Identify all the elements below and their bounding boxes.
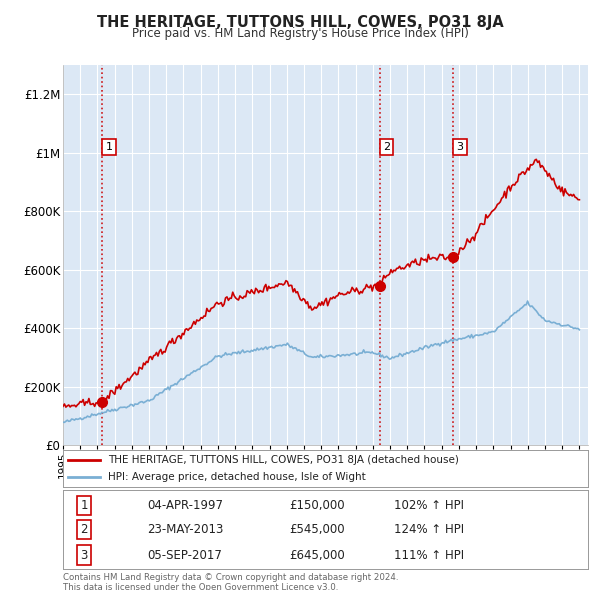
Text: Price paid vs. HM Land Registry's House Price Index (HPI): Price paid vs. HM Land Registry's House …	[131, 27, 469, 40]
Text: THE HERITAGE, TUTTONS HILL, COWES, PO31 8JA: THE HERITAGE, TUTTONS HILL, COWES, PO31 …	[97, 15, 503, 30]
Text: £545,000: £545,000	[289, 523, 344, 536]
Text: 05-SEP-2017: 05-SEP-2017	[147, 549, 222, 562]
Text: Contains HM Land Registry data © Crown copyright and database right 2024.: Contains HM Land Registry data © Crown c…	[63, 573, 398, 582]
Text: 3: 3	[80, 549, 88, 562]
Text: 102% ↑ HPI: 102% ↑ HPI	[394, 499, 464, 512]
Text: 2: 2	[80, 523, 88, 536]
Text: £645,000: £645,000	[289, 549, 344, 562]
Text: 111% ↑ HPI: 111% ↑ HPI	[394, 549, 464, 562]
Text: 2: 2	[383, 142, 390, 152]
Text: 3: 3	[457, 142, 464, 152]
Text: 1: 1	[80, 499, 88, 512]
Text: THE HERITAGE, TUTTONS HILL, COWES, PO31 8JA (detached house): THE HERITAGE, TUTTONS HILL, COWES, PO31 …	[107, 455, 458, 465]
Text: 04-APR-1997: 04-APR-1997	[147, 499, 223, 512]
Text: 1: 1	[106, 142, 113, 152]
Text: 124% ↑ HPI: 124% ↑ HPI	[394, 523, 464, 536]
Text: £150,000: £150,000	[289, 499, 344, 512]
Text: HPI: Average price, detached house, Isle of Wight: HPI: Average price, detached house, Isle…	[107, 472, 365, 482]
Text: 23-MAY-2013: 23-MAY-2013	[147, 523, 223, 536]
Text: This data is licensed under the Open Government Licence v3.0.: This data is licensed under the Open Gov…	[63, 583, 338, 590]
